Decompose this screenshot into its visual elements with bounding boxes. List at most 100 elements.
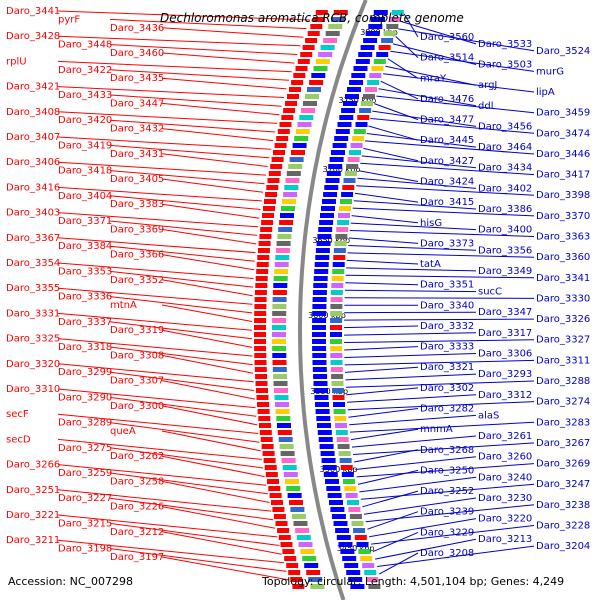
gene-label-left: Daro_3371: [58, 216, 112, 227]
leader-line-right: [351, 215, 419, 224]
gene-label-right: Daro_3327: [536, 335, 590, 346]
cog-feature-block: [302, 556, 317, 561]
leader-line-left: [109, 119, 276, 133]
gene-label-left: Daro_3428: [6, 31, 60, 42]
reverse-gene-block: [312, 304, 327, 309]
cog-feature-block: [358, 549, 371, 554]
gene-label-right: Daro_3302: [420, 383, 474, 394]
reverse-gene-block: [350, 584, 365, 589]
leader-line-right: [343, 325, 419, 329]
cog-feature-block: [305, 94, 319, 99]
cog-feature-block: [301, 108, 316, 113]
reverse-gene-block: [315, 255, 330, 260]
reverse-gene-block: [320, 213, 334, 218]
cog-feature-block: [341, 472, 354, 477]
reverse-gene-block: [319, 444, 334, 449]
cog-feature-block: [389, 17, 401, 22]
forward-gene-block: [262, 451, 275, 456]
cog-feature-block: [371, 66, 384, 71]
gene-label-right: Daro_3464: [478, 142, 532, 153]
leader-line-left: [109, 472, 268, 495]
forward-gene-block: [261, 220, 274, 225]
gene-label-right: Daro_3282: [420, 404, 474, 415]
cog-feature-block: [295, 129, 310, 134]
reverse-gene-block: [355, 59, 370, 64]
cog-feature-block: [332, 269, 345, 274]
gene-label-left: Daro_3405: [110, 174, 164, 185]
cog-feature-block: [272, 353, 287, 358]
cog-feature-block: [318, 52, 333, 57]
reverse-gene-block: [360, 45, 375, 50]
cog-feature-block: [315, 59, 330, 64]
gene-label-right: Daro_3373: [420, 238, 474, 249]
reverse-gene-block: [371, 17, 385, 22]
leader-line-right: [360, 483, 535, 500]
reverse-gene-block: [358, 52, 373, 57]
leader-line-left: [57, 35, 301, 47]
cog-feature-block: [340, 199, 352, 204]
gene-label-left: Daro_3212: [110, 527, 164, 538]
gene-label-left: Daro_3441: [6, 6, 60, 17]
cog-feature-block: [291, 514, 306, 519]
forward-gene-block: [262, 213, 274, 218]
forward-gene-block: [273, 514, 286, 519]
reverse-gene-block: [345, 94, 359, 99]
leader-line-right: [359, 476, 477, 493]
reverse-gene-block: [312, 297, 327, 302]
leader-line-left: [161, 304, 253, 322]
cog-feature-block: [279, 220, 294, 225]
cog-feature-block: [349, 514, 362, 519]
leader-line-left: [57, 262, 254, 279]
leader-line-right: [368, 125, 419, 141]
forward-gene-block: [279, 122, 292, 127]
kbp-tick-label: 3500 kbp: [320, 465, 358, 474]
leader-line-right: [357, 177, 477, 189]
cog-feature-block: [273, 283, 288, 288]
leader-line-right: [390, 50, 535, 72]
cog-feature-block: [360, 556, 373, 561]
leader-line-left: [57, 312, 253, 331]
cog-feature-block: [330, 353, 343, 358]
gene-label-left: Daro_3418: [58, 166, 112, 177]
reverse-gene-block: [338, 542, 353, 547]
cog-feature-block: [340, 465, 353, 470]
cog-feature-block: [330, 290, 343, 295]
leader-line-left: [109, 321, 253, 340]
forward-gene-block: [257, 409, 270, 414]
gene-label-left: Daro_3320: [6, 359, 60, 370]
cog-feature-block: [272, 346, 287, 351]
leader-line-left: [109, 195, 261, 210]
cog-feature-block: [364, 570, 377, 575]
cog-feature-block: [383, 31, 396, 36]
cog-feature-block: [363, 94, 375, 99]
cog-feature-block: [365, 87, 377, 92]
cog-feature-block: [272, 304, 287, 309]
reverse-gene-block: [340, 549, 355, 554]
cog-feature-block: [272, 367, 287, 372]
gene-label-right: Daro_3252: [420, 486, 474, 497]
cog-feature-block: [334, 241, 347, 246]
cog-feature-block: [332, 262, 345, 267]
gene-label-right: Daro_3351: [420, 280, 474, 291]
cog-feature-block: [275, 402, 289, 407]
cog-feature-block: [275, 255, 290, 260]
reverse-gene-block: [341, 108, 356, 113]
gene-label-right: mraY: [420, 73, 447, 84]
leader-line-left: [109, 270, 254, 288]
reverse-gene-block: [373, 10, 388, 15]
cog-feature-block: [386, 24, 399, 29]
gene-label-left: Daro_3258: [110, 476, 164, 487]
cog-feature-block: [272, 339, 286, 344]
leader-line-left: [109, 69, 290, 81]
genome-backbone: [297, 0, 368, 600]
gene-label-right: Daro_3340: [420, 300, 474, 311]
gene-label-right: murG: [536, 66, 564, 77]
gene-label-right: Daro_3560: [420, 32, 474, 43]
cog-feature-block: [272, 311, 287, 316]
gene-label-right: Daro_3400: [478, 225, 532, 236]
reverse-gene-block: [312, 332, 326, 337]
forward-gene-block: [292, 584, 305, 589]
gene-label-left: pyrF: [58, 14, 80, 25]
forward-gene-block: [265, 192, 278, 197]
